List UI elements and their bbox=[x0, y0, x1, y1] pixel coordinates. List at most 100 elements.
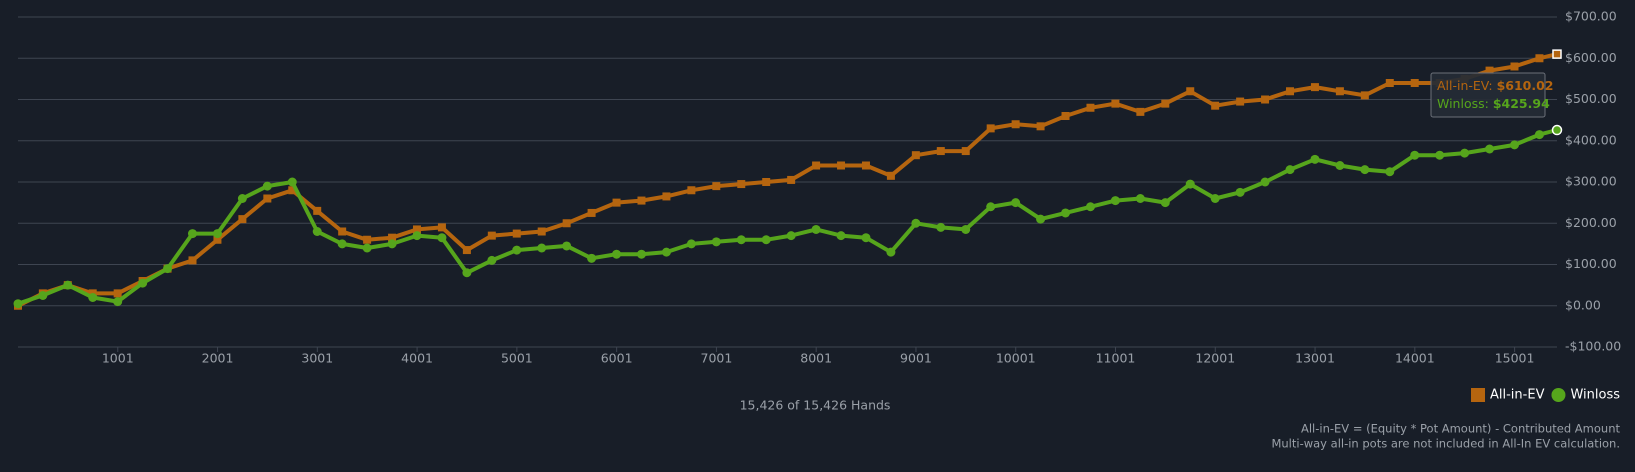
y-tick-label: $0.00 bbox=[1565, 297, 1601, 312]
point bbox=[936, 147, 945, 156]
point bbox=[287, 177, 297, 187]
point bbox=[786, 231, 796, 241]
point bbox=[188, 229, 198, 239]
point bbox=[1460, 148, 1470, 158]
point bbox=[1185, 179, 1195, 189]
point bbox=[337, 239, 347, 249]
x-tick-label: 10001 bbox=[996, 351, 1036, 366]
x-tick-label: 1001 bbox=[102, 351, 134, 366]
point bbox=[1335, 161, 1345, 170]
point bbox=[861, 233, 871, 243]
point bbox=[1160, 198, 1170, 208]
point bbox=[388, 233, 397, 242]
tooltip-value: $610.02 bbox=[1497, 78, 1554, 93]
point bbox=[1310, 154, 1320, 164]
point bbox=[113, 297, 123, 307]
point bbox=[1509, 140, 1519, 150]
y-tick-label: $100.00 bbox=[1565, 256, 1617, 271]
point bbox=[437, 233, 447, 243]
point bbox=[437, 223, 446, 232]
x-tick-label: 9001 bbox=[900, 351, 932, 366]
point bbox=[1261, 95, 1270, 104]
point bbox=[13, 299, 23, 309]
point bbox=[1086, 103, 1095, 112]
point bbox=[1260, 177, 1270, 187]
point bbox=[886, 247, 896, 257]
point bbox=[1360, 91, 1369, 100]
footnote: Multi-way all-in pots are not included i… bbox=[1271, 437, 1620, 451]
point bbox=[612, 198, 621, 207]
point bbox=[911, 151, 920, 160]
point bbox=[886, 171, 895, 180]
y-tick-label: $700.00 bbox=[1565, 9, 1617, 24]
point bbox=[387, 239, 397, 249]
point bbox=[1011, 198, 1021, 208]
point bbox=[1510, 62, 1519, 71]
x-tick-label: 4001 bbox=[401, 351, 433, 366]
point bbox=[1135, 194, 1145, 203]
point bbox=[88, 293, 98, 302]
point bbox=[637, 196, 646, 205]
point bbox=[737, 180, 746, 189]
point bbox=[661, 247, 671, 257]
point bbox=[1552, 49, 1562, 59]
footnote: All-in-EV = (Equity * Pot Amount) - Cont… bbox=[1301, 422, 1620, 436]
point bbox=[961, 224, 971, 234]
point bbox=[263, 194, 272, 203]
point bbox=[1535, 54, 1544, 63]
point bbox=[1485, 144, 1495, 154]
tooltip-box bbox=[1430, 72, 1546, 118]
point bbox=[687, 186, 696, 195]
point bbox=[986, 202, 996, 212]
point bbox=[761, 235, 771, 245]
point bbox=[113, 289, 122, 298]
tooltip-entry: All-in-EV: $610.02 bbox=[1437, 78, 1554, 93]
x-tick-label: 7001 bbox=[701, 351, 733, 366]
point bbox=[1360, 165, 1370, 175]
point bbox=[537, 243, 547, 253]
point bbox=[1085, 202, 1095, 212]
point bbox=[911, 218, 921, 228]
x-tick-label: 12001 bbox=[1195, 351, 1235, 366]
point bbox=[836, 231, 846, 241]
point bbox=[1161, 99, 1170, 108]
point bbox=[1036, 214, 1046, 224]
point bbox=[686, 239, 696, 249]
point bbox=[462, 246, 471, 255]
x-tick-label: 15001 bbox=[1495, 351, 1535, 366]
x-tick-label: 11001 bbox=[1096, 351, 1136, 366]
point bbox=[362, 243, 372, 253]
x-tick-label: 13001 bbox=[1295, 351, 1335, 366]
point bbox=[1410, 79, 1419, 87]
point bbox=[1036, 122, 1045, 131]
point bbox=[138, 278, 148, 288]
point bbox=[288, 186, 297, 195]
point bbox=[662, 192, 671, 201]
point bbox=[412, 231, 422, 241]
point bbox=[787, 175, 796, 184]
point bbox=[1285, 165, 1295, 175]
point bbox=[1410, 150, 1420, 160]
point bbox=[1210, 194, 1220, 203]
point bbox=[412, 225, 421, 234]
point bbox=[1111, 99, 1120, 108]
point bbox=[861, 161, 870, 170]
point bbox=[961, 147, 970, 156]
point bbox=[338, 227, 347, 236]
x-tick-label: 2001 bbox=[202, 351, 234, 366]
point bbox=[188, 256, 197, 265]
point bbox=[262, 181, 272, 191]
point bbox=[1310, 83, 1319, 92]
point bbox=[313, 206, 322, 215]
y-tick-label: $500.00 bbox=[1565, 91, 1617, 106]
point bbox=[1385, 79, 1394, 87]
point bbox=[762, 178, 771, 186]
legend-label: Winloss bbox=[1570, 388, 1620, 403]
hands-caption: 15,426 of 15,426 Hands bbox=[740, 398, 891, 413]
point bbox=[1110, 196, 1120, 206]
point bbox=[1061, 112, 1070, 120]
point bbox=[612, 249, 622, 259]
tooltip-label: All-in-EV: bbox=[1437, 78, 1493, 93]
